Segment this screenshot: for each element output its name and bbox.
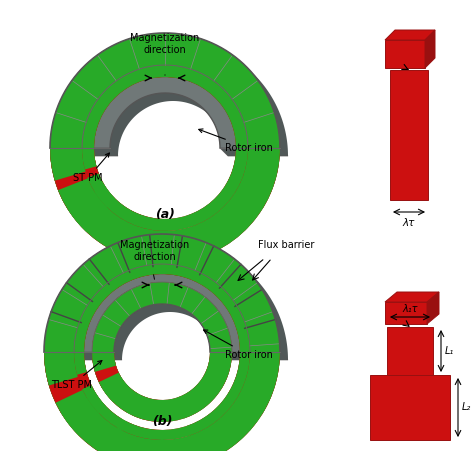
- Polygon shape: [44, 352, 82, 360]
- Polygon shape: [385, 292, 439, 302]
- Polygon shape: [385, 30, 435, 40]
- Polygon shape: [44, 234, 280, 451]
- Polygon shape: [82, 65, 248, 148]
- Polygon shape: [50, 148, 118, 156]
- Polygon shape: [425, 30, 435, 68]
- Text: L₁: L₁: [445, 346, 454, 356]
- Polygon shape: [82, 65, 245, 228]
- Text: λτ: λτ: [403, 218, 415, 228]
- Polygon shape: [50, 33, 280, 249]
- Polygon shape: [92, 282, 229, 419]
- Polygon shape: [50, 33, 280, 257]
- Polygon shape: [92, 352, 122, 360]
- Polygon shape: [210, 352, 240, 360]
- Polygon shape: [74, 264, 247, 436]
- Polygon shape: [92, 282, 193, 422]
- Text: ST PM: ST PM: [73, 153, 109, 183]
- Polygon shape: [220, 148, 288, 156]
- Polygon shape: [50, 33, 280, 148]
- Text: Flux barrier: Flux barrier: [258, 240, 314, 250]
- Polygon shape: [74, 264, 201, 440]
- Polygon shape: [427, 292, 439, 324]
- Text: (a): (a): [155, 208, 175, 221]
- Polygon shape: [82, 65, 248, 220]
- Polygon shape: [74, 352, 100, 360]
- Bar: [387, 327, 433, 375]
- Polygon shape: [82, 65, 248, 227]
- Polygon shape: [50, 33, 280, 263]
- Polygon shape: [82, 65, 248, 231]
- Polygon shape: [74, 264, 250, 440]
- Bar: [370, 375, 450, 440]
- Polygon shape: [92, 282, 232, 413]
- Polygon shape: [50, 33, 280, 263]
- Polygon shape: [44, 234, 280, 352]
- Polygon shape: [44, 234, 276, 451]
- Polygon shape: [52, 242, 288, 360]
- Text: Magnetization
direction: Magnetization direction: [130, 33, 200, 55]
- Polygon shape: [385, 40, 425, 68]
- Polygon shape: [232, 352, 258, 360]
- Polygon shape: [44, 234, 280, 451]
- Polygon shape: [44, 234, 280, 451]
- Polygon shape: [82, 65, 201, 231]
- Polygon shape: [92, 282, 232, 352]
- Polygon shape: [92, 282, 232, 422]
- Text: Magnetization
direction: Magnetization direction: [120, 240, 190, 262]
- Polygon shape: [74, 264, 250, 440]
- Text: (b): (b): [152, 415, 172, 428]
- Polygon shape: [385, 302, 427, 324]
- Polygon shape: [44, 234, 214, 451]
- Polygon shape: [74, 264, 250, 352]
- Polygon shape: [44, 234, 280, 451]
- Polygon shape: [250, 352, 288, 360]
- Text: Rotor iron: Rotor iron: [203, 330, 273, 360]
- Polygon shape: [74, 264, 250, 436]
- Text: Rotor iron: Rotor iron: [199, 129, 273, 153]
- Polygon shape: [82, 65, 248, 231]
- Text: TLST PM: TLST PM: [52, 360, 102, 390]
- Text: L₂: L₂: [462, 402, 471, 413]
- Polygon shape: [92, 282, 232, 419]
- Polygon shape: [58, 41, 288, 156]
- Text: λ₁τ: λ₁τ: [402, 304, 418, 314]
- Bar: [390, 70, 428, 200]
- Polygon shape: [74, 264, 250, 427]
- Polygon shape: [92, 282, 232, 422]
- Polygon shape: [50, 33, 275, 260]
- Polygon shape: [50, 33, 215, 263]
